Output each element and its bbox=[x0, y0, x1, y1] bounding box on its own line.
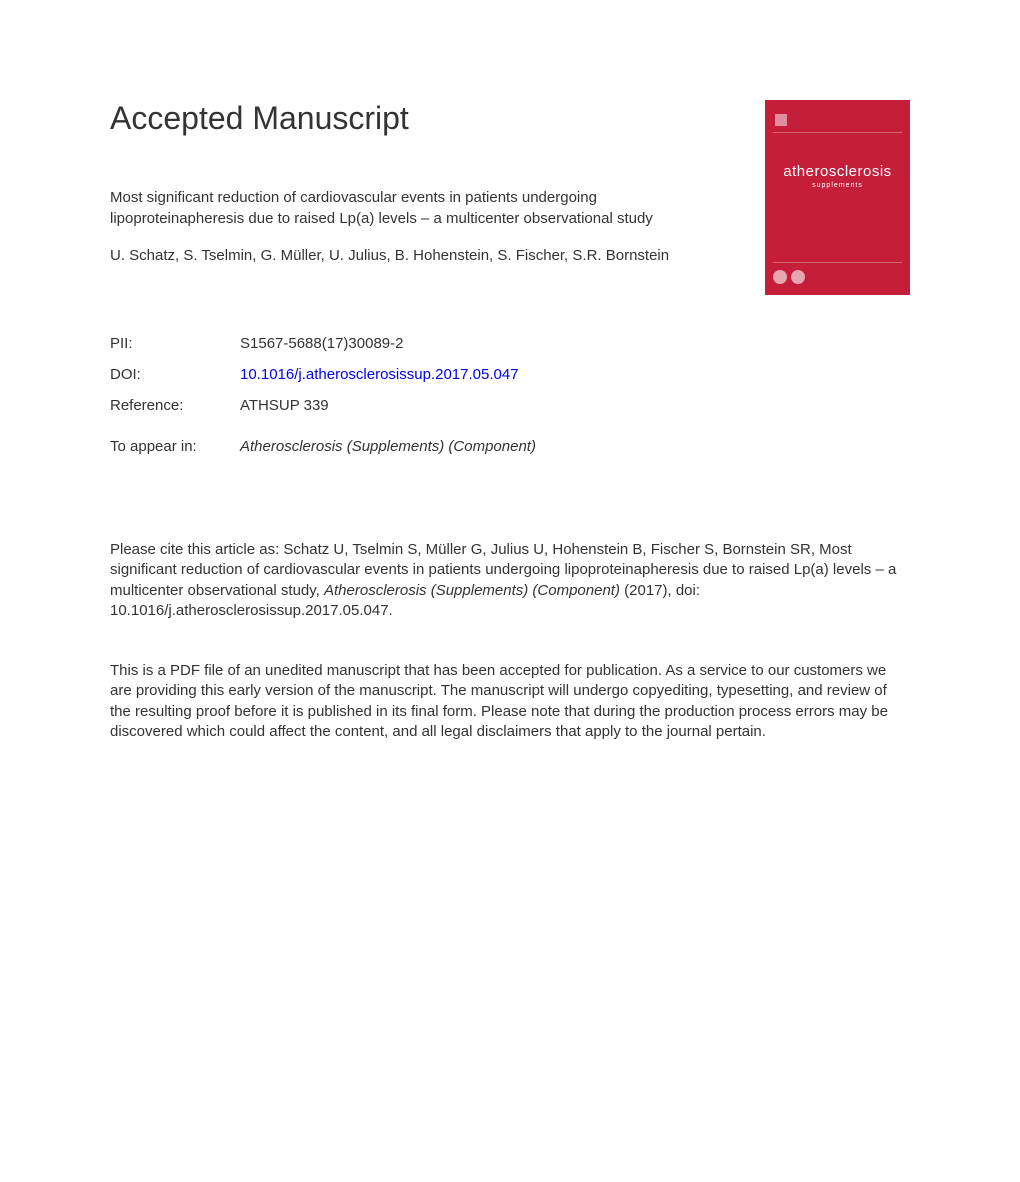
cover-badge-icon bbox=[791, 270, 805, 284]
disclaimer-section: This is a PDF file of an unedited manusc… bbox=[110, 661, 910, 742]
cover-top-bar bbox=[773, 108, 902, 133]
appear-in-value: Atherosclerosis (Supplements) (Component… bbox=[240, 438, 536, 455]
metadata-table: PII: S1567-5688(17)30089-2 DOI: 10.1016/… bbox=[110, 335, 910, 455]
authors-list: U. Schatz, S. Tselmin, G. Müller, U. Jul… bbox=[110, 247, 745, 264]
accepted-manuscript-heading: Accepted Manuscript bbox=[110, 100, 745, 137]
doi-label: DOI: bbox=[110, 366, 240, 383]
cover-bottom-bar bbox=[773, 262, 902, 287]
pii-value: S1567-5688(17)30089-2 bbox=[240, 335, 403, 352]
reference-label: Reference: bbox=[110, 397, 240, 414]
citation-journal: Atherosclerosis (Supplements) (Component… bbox=[324, 582, 620, 599]
header-left: Accepted Manuscript Most significant red… bbox=[110, 100, 745, 294]
reference-row: Reference: ATHSUP 339 bbox=[110, 397, 910, 414]
citation-section: Please cite this article as: Schatz U, T… bbox=[110, 540, 910, 621]
pii-row: PII: S1567-5688(17)30089-2 bbox=[110, 335, 910, 352]
publisher-logo-icon bbox=[775, 114, 787, 126]
journal-cover-thumbnail: atherosclerosis supplements bbox=[765, 100, 910, 295]
appear-in-row: To appear in: Atherosclerosis (Supplemen… bbox=[110, 438, 910, 455]
reference-value: ATHSUP 339 bbox=[240, 397, 329, 414]
header-row: Accepted Manuscript Most significant red… bbox=[110, 100, 910, 295]
article-title: Most significant reduction of cardiovasc… bbox=[110, 187, 720, 229]
journal-cover-title: atherosclerosis bbox=[773, 163, 902, 180]
doi-link[interactable]: 10.1016/j.atherosclerosissup.2017.05.047 bbox=[240, 366, 519, 383]
appear-in-label: To appear in: bbox=[110, 438, 240, 455]
disclaimer-text: This is a PDF file of an unedited manusc… bbox=[110, 662, 888, 740]
pii-label: PII: bbox=[110, 335, 240, 352]
doi-row: DOI: 10.1016/j.atherosclerosissup.2017.0… bbox=[110, 366, 910, 383]
cover-badge-icon bbox=[773, 270, 787, 284]
journal-cover-subtitle: supplements bbox=[773, 182, 902, 189]
